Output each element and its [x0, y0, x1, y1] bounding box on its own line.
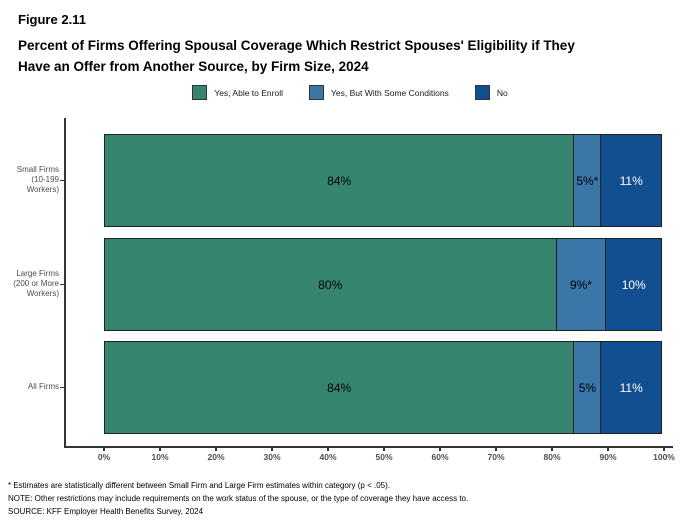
bar-segment-label: 10% [621, 277, 646, 292]
y-category-label-line: Large Firms [16, 268, 59, 278]
x-tick-label: 0% [97, 452, 111, 462]
y-category-label: All Firms [0, 382, 59, 392]
x-tick-label: 80% [543, 452, 561, 462]
legend-label: No [496, 87, 508, 98]
x-tick-label: 90% [599, 452, 617, 462]
x-tick [327, 447, 329, 451]
x-tick [215, 447, 217, 451]
x-tick [159, 447, 161, 451]
bar-segment: 5% [573, 341, 602, 434]
x-tick [439, 447, 441, 451]
legend-swatch-3 [474, 85, 490, 100]
bar-segment: 84% [104, 341, 575, 434]
x-tick-label: 50% [375, 452, 393, 462]
y-axis-line [64, 118, 66, 447]
bar-row: 84% 5% 11% [104, 341, 664, 434]
figure-number: Figure 2.11 [18, 12, 86, 27]
x-tick [103, 447, 105, 451]
x-tick-label: 100% [653, 452, 675, 462]
chart-title-line2: Have an Offer from Another Source, by Fi… [18, 59, 369, 74]
y-category-label-line: Small Firms [16, 164, 59, 174]
bar-segment-label: 9%* [569, 277, 592, 292]
x-tick-label: 40% [319, 452, 337, 462]
x-tick [663, 447, 665, 451]
footnote-source: SOURCE: KFF Employer Health Benefits Sur… [8, 507, 204, 516]
x-tick-label: 10% [151, 452, 169, 462]
y-category-label: Small Firms (10-199 Workers) [0, 165, 59, 195]
bar-segment: 9%* [555, 238, 607, 331]
legend-swatch-1 [192, 85, 208, 100]
chart-title: Percent of Firms Offering Spousal Covera… [18, 35, 683, 77]
bar-row: 84% 5%* 11% [104, 134, 664, 227]
y-category-label: Large Firms (200 or More Workers) [0, 269, 59, 299]
x-tick-label: 60% [431, 452, 449, 462]
x-tick [271, 447, 273, 451]
bar-segment-label: 5% [578, 380, 597, 395]
y-category-label-line: (200 or More [13, 278, 59, 288]
y-tick [60, 283, 64, 286]
y-tick [60, 386, 64, 389]
x-tick-label: 70% [487, 452, 505, 462]
bar-segment-label: 84% [327, 173, 352, 188]
bar-segment-label: 84% [327, 380, 352, 395]
x-tick-label: 20% [207, 452, 225, 462]
bar-segment: 11% [600, 134, 662, 227]
legend-item: Yes, Able to Enroll [192, 85, 283, 100]
legend-label: Yes, But With Some Conditions [331, 87, 449, 98]
y-category-label-line: Workers) [26, 288, 59, 298]
bar-segment: 80% [104, 238, 557, 331]
x-tick [383, 447, 385, 451]
bar-segment: 11% [600, 341, 662, 434]
legend-item: No [474, 85, 508, 100]
footnotes: * Estimates are statistically different … [8, 479, 468, 518]
bar-row: 80% 9%* 10% [104, 238, 664, 331]
bar-segment: 84% [104, 134, 575, 227]
bar-segment-label: 11% [619, 173, 643, 188]
x-tick-label: 30% [263, 452, 281, 462]
bar-segment: 5%* [573, 134, 602, 227]
legend-swatch-2 [309, 85, 324, 100]
x-axis-line [64, 446, 673, 448]
x-tick [551, 447, 553, 451]
footnote-note: NOTE: Other restrictions may include req… [8, 494, 469, 503]
y-category-label-line: Workers) [26, 184, 59, 194]
bar-segment: 10% [605, 238, 662, 331]
y-category-label-line: All Firms [27, 381, 59, 391]
x-tick [495, 447, 497, 451]
y-category-label-line: (10-199 [31, 174, 59, 184]
footnote-significance: * Estimates are statistically different … [8, 481, 391, 490]
y-tick [60, 179, 64, 182]
legend: Yes, Able to Enroll Yes, But With Some Co… [40, 85, 660, 100]
bar-segment-label: 80% [318, 277, 343, 292]
bar-segment-label: 5%* [576, 173, 599, 188]
x-tick [607, 447, 609, 451]
legend-item: Yes, But With Some Conditions [309, 85, 449, 100]
legend-label: Yes, Able to Enroll [214, 87, 283, 98]
chart-title-line1: Percent of Firms Offering Spousal Covera… [18, 38, 575, 53]
bar-segment-label: 11% [619, 380, 643, 395]
